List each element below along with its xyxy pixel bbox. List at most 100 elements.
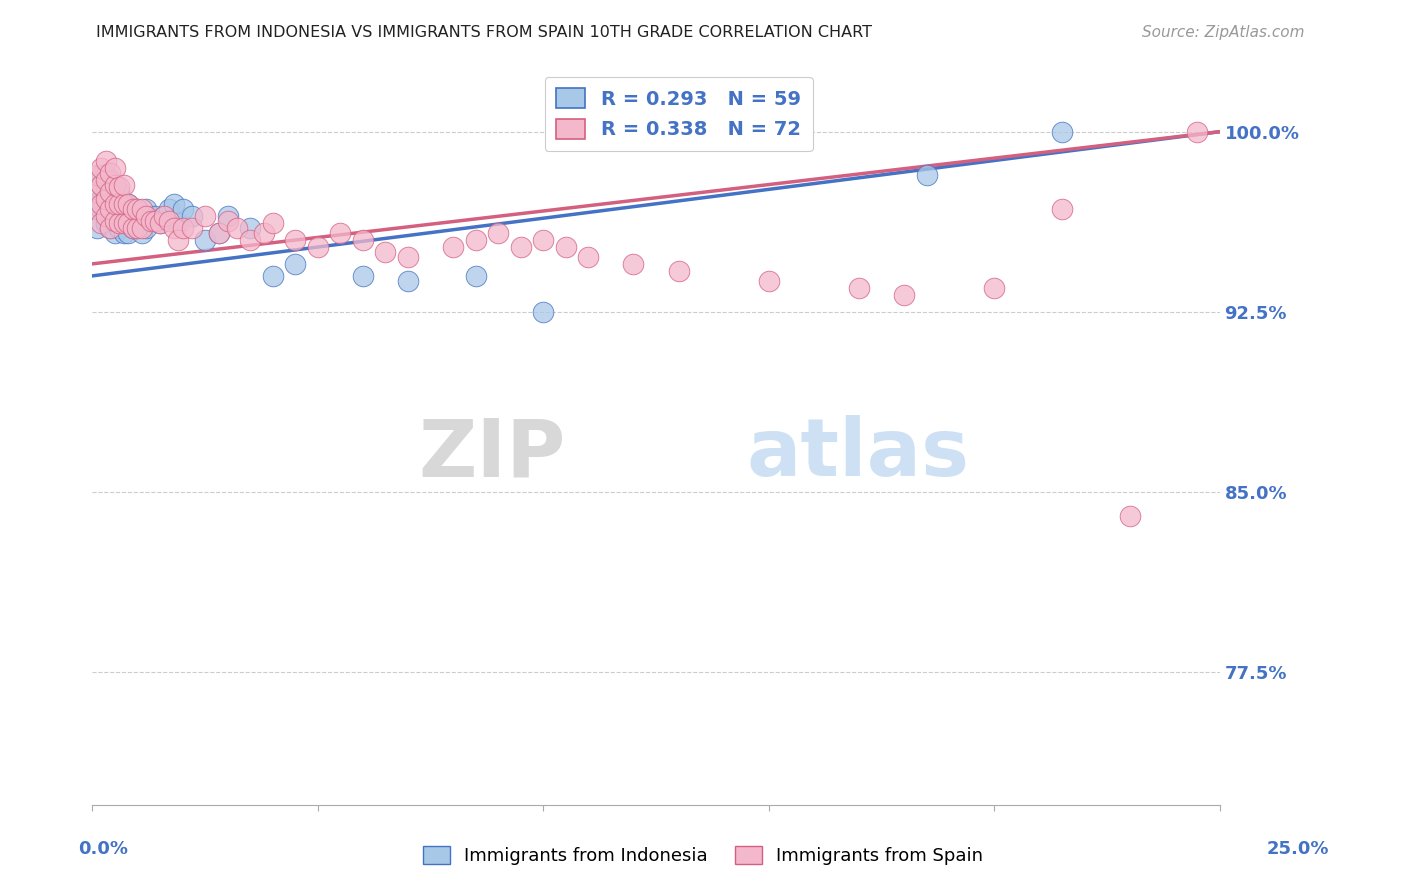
Point [98,173,121,187]
Point [180,220,202,235]
Point [239,220,262,235]
Point [668,264,690,278]
Point [112,196,135,211]
Point [117,216,139,230]
Point [122,220,145,235]
Point [1118,509,1140,524]
Point [94,168,117,182]
Text: atlas: atlas [747,416,969,493]
Point [86,168,108,182]
Point [1050,125,1073,139]
Point [104,209,127,223]
Point [104,213,127,227]
Text: IMMIGRANTS FROM INDONESIA VS IMMIGRANTS FROM SPAIN 10TH GRADE CORRELATION CHART: IMMIGRANTS FROM INDONESIA VS IMMIGRANTS … [96,25,872,40]
Point [352,268,374,283]
Text: 0.0%: 0.0% [77,840,128,858]
Point [157,213,180,227]
Point [307,240,329,254]
Point [139,213,162,227]
Text: 25.0%: 25.0% [1267,840,1329,858]
Point [90,192,112,206]
Point [98,165,121,179]
Point [104,192,127,206]
Point [464,268,486,283]
Point [194,209,217,223]
Point [1050,202,1073,216]
Point [153,209,176,223]
Point [122,220,145,235]
Point [329,226,352,240]
Point [112,216,135,230]
Point [86,185,108,199]
Point [98,196,121,211]
Point [127,202,149,216]
Point [98,220,121,235]
Point [131,209,153,223]
Point [157,202,180,216]
Point [90,196,112,211]
Point [108,220,131,235]
Point [90,202,112,216]
Point [98,209,121,223]
Point [112,196,135,211]
Point [112,226,135,240]
Point [104,178,127,192]
Point [554,240,576,254]
Point [127,202,149,216]
Point [131,202,153,216]
Point [108,196,131,211]
Point [98,185,121,199]
Point [172,202,194,216]
Point [108,180,131,194]
Point [848,281,870,295]
Point [531,305,554,319]
Point [135,202,157,216]
Point [207,226,229,240]
Point [374,244,396,259]
Point [194,233,217,247]
Point [217,209,239,223]
Point [352,233,374,247]
Point [86,196,108,211]
Text: ZIP: ZIP [419,416,565,493]
Legend: R = 0.293   N = 59, R = 0.338   N = 72: R = 0.293 N = 59, R = 0.338 N = 72 [544,77,813,151]
Point [94,180,117,194]
Point [531,233,554,247]
Point [207,226,229,240]
Point [98,220,121,235]
Legend: Immigrants from Indonesia, Immigrants from Spain: Immigrants from Indonesia, Immigrants fr… [415,838,991,872]
Point [86,220,108,235]
Point [131,220,153,235]
Point [127,220,149,235]
Point [135,220,157,235]
Point [623,257,645,271]
Point [509,240,531,254]
Point [893,288,915,302]
Point [86,202,108,216]
Point [162,220,184,235]
Point [225,220,247,235]
Point [464,233,486,247]
Point [94,209,117,223]
Text: Source: ZipAtlas.com: Source: ZipAtlas.com [1142,25,1305,40]
Point [94,204,117,219]
Point [149,216,172,230]
Point [284,257,307,271]
Point [90,168,112,182]
Point [122,209,145,223]
Point [983,281,1005,295]
Point [117,196,139,211]
Point [284,233,307,247]
Point [90,178,112,192]
Point [94,173,117,187]
Point [98,202,121,216]
Point [108,209,131,223]
Point [396,274,419,288]
Point [167,233,190,247]
Point [112,178,135,192]
Point [1185,125,1208,139]
Point [94,192,117,206]
Point [576,250,599,264]
Point [239,233,262,247]
Point [94,192,117,206]
